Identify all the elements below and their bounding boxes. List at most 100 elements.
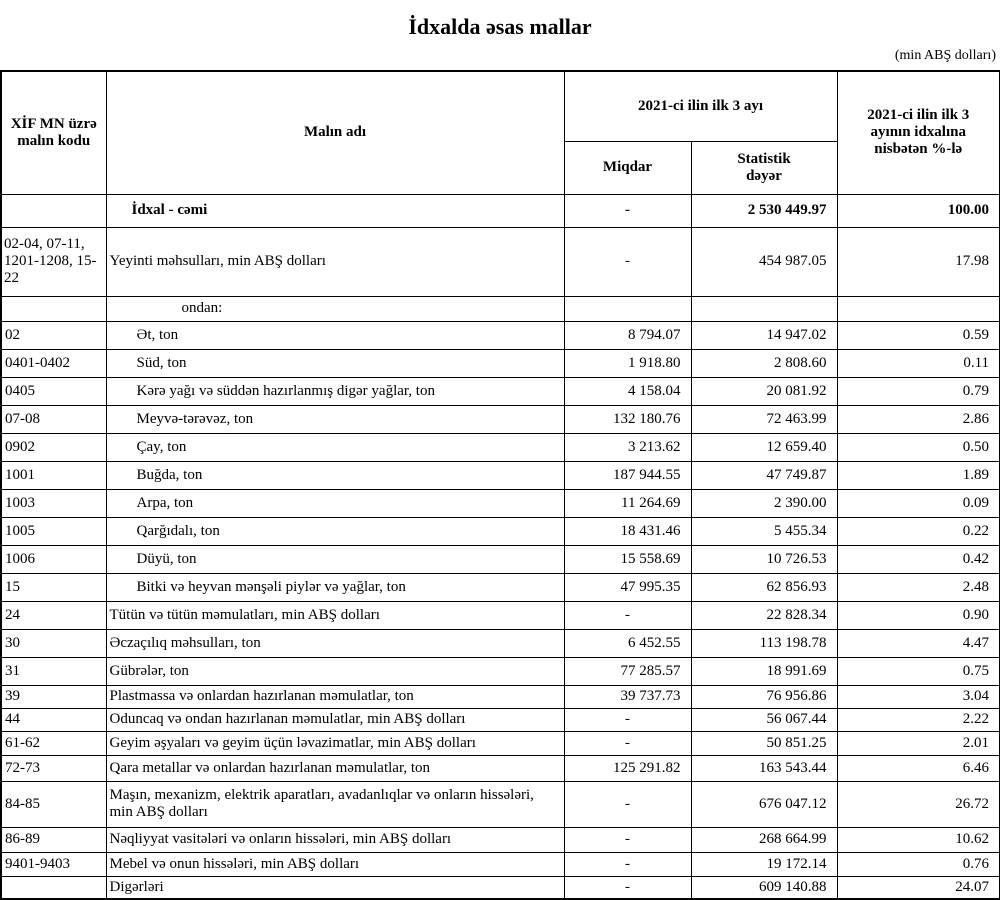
- quantity-cell: -: [563, 707, 692, 732]
- share-cell: 10.62: [836, 826, 1000, 853]
- name-cell: Buğda, ton: [105, 460, 565, 490]
- share-cell: 26.72: [836, 780, 1000, 828]
- header-code: XİF MN üzrə malın kodu: [0, 70, 107, 195]
- value-cell: 609 140.88: [690, 875, 838, 900]
- table-row: 86-89 Nəqliyyat vasitələri və onların his…: [0, 826, 1000, 853]
- share-cell: 0.22: [836, 516, 1000, 546]
- code-cell: 1005: [0, 516, 107, 546]
- code-cell: 15: [0, 572, 107, 602]
- table-row: ondan:: [0, 295, 1000, 322]
- value-cell: 163 543.44: [690, 754, 838, 782]
- table-row: 84-85 Maşın, mexanizm, elektrik aparatlar…: [0, 780, 1000, 828]
- name-cell: İdxal - cəmi: [105, 193, 565, 228]
- value-cell: 20 081.92: [690, 376, 838, 406]
- quantity-cell: -: [563, 226, 692, 297]
- table-row: Digərləri -609 140.88 24.07: [0, 875, 1000, 900]
- value-cell: 19 172.14: [690, 851, 838, 877]
- quantity-cell: 3 213.62: [563, 432, 692, 462]
- code-cell: [0, 295, 107, 322]
- code-cell: 0405: [0, 376, 107, 406]
- table-row: 1003 Arpa, ton 11 264.69 2 390.00 0.09: [0, 488, 1000, 518]
- share-cell: 2.01: [836, 730, 1000, 756]
- share-cell: 0.90: [836, 600, 1000, 630]
- code-cell: 31: [0, 656, 107, 686]
- quantity-cell: -: [563, 600, 692, 630]
- name-cell: Oduncaq və ondan hazırlanan məmulatlar, …: [105, 707, 565, 732]
- name-cell: Düyü, ton: [105, 544, 565, 574]
- quantity-cell: 6 452.55: [563, 628, 692, 658]
- value-cell: 50 851.25: [690, 730, 838, 756]
- quantity-cell: 187 944.55: [563, 460, 692, 490]
- share-cell: 1.89: [836, 460, 1000, 490]
- table-row: İdxal - cəmi -2 530 449.97 100.00: [0, 193, 1000, 228]
- table-row: 07-08 Meyvə-tərəvəz, ton 132 180.76 72 463.…: [0, 404, 1000, 434]
- name-cell: Ət, ton: [105, 320, 565, 350]
- quantity-cell: 1 918.80: [563, 348, 692, 378]
- table-row: 24 Tütün və tütün məmulatları, min ABŞ do…: [0, 600, 1000, 630]
- name-cell: Mebel və onun hissələri, min ABŞ dolları: [105, 851, 565, 877]
- share-cell: 2.48: [836, 572, 1000, 602]
- quantity-cell: 11 264.69: [563, 488, 692, 518]
- name-cell: Çay, ton: [105, 432, 565, 462]
- table-row: 15 Bitki və heyvan mənşəli piylər və yağl…: [0, 572, 1000, 602]
- unit-note: (min ABŞ dolları): [894, 48, 996, 63]
- table-row: 39 Plastmassa və onlardan hazırlanan məmu…: [0, 684, 1000, 709]
- note-cell: ondan:: [105, 295, 565, 322]
- share-cell: 0.42: [836, 544, 1000, 574]
- table-row: 61-62 Geyim əşyaları və geyim üçün ləvazi…: [0, 730, 1000, 756]
- name-cell: Gübrələr, ton: [105, 656, 565, 686]
- quantity-cell: 132 180.76: [563, 404, 692, 434]
- share-cell: 0.50: [836, 432, 1000, 462]
- quantity-cell: 8 794.07: [563, 320, 692, 350]
- code-cell: 86-89: [0, 826, 107, 853]
- share-cell: 0.79: [836, 376, 1000, 406]
- code-cell: 30: [0, 628, 107, 658]
- code-cell: 9401-9403: [0, 851, 107, 877]
- code-cell: 61-62: [0, 730, 107, 756]
- share-cell: 3.04: [836, 684, 1000, 709]
- share-cell: 0.11: [836, 348, 1000, 378]
- code-cell: 07-08: [0, 404, 107, 434]
- header-period: 2021-ci ilin ilk 3 ayı: [563, 70, 838, 142]
- quantity-cell: -: [563, 780, 692, 828]
- quantity-cell: 15 558.69: [563, 544, 692, 574]
- title: İdxalda əsas mallar: [408, 14, 592, 39]
- share-cell: 100.00: [836, 193, 1000, 228]
- header-name: Malın adı: [105, 70, 565, 195]
- value-cell: 18 991.69: [690, 656, 838, 686]
- name-cell: Meyvə-tərəvəz, ton: [105, 404, 565, 434]
- share-cell: 2.22: [836, 707, 1000, 732]
- header-share: 2021-ci ilin ilk 3 ayının idxalına nisbə…: [836, 70, 1000, 195]
- header-quantity: Miqdar: [563, 140, 692, 195]
- value-cell: 10 726.53: [690, 544, 838, 574]
- table-row: 72-73 Qara metallar və onlardan hazırlana…: [0, 754, 1000, 782]
- code-cell: 39: [0, 684, 107, 709]
- code-cell: 44: [0, 707, 107, 732]
- table-row: 9401-9403 Mebel və onun hissələri, min AB…: [0, 851, 1000, 877]
- value-cell: 14 947.02: [690, 320, 838, 350]
- value-cell: 62 856.93: [690, 572, 838, 602]
- quantity-cell: -: [563, 730, 692, 756]
- value-cell: 454 987.05: [690, 226, 838, 297]
- share-cell: 0.09: [836, 488, 1000, 518]
- value-cell: 2 530 449.97: [690, 193, 838, 228]
- value-cell: 676 047.12: [690, 780, 838, 828]
- share-cell: [836, 295, 1000, 322]
- name-cell: Digərləri: [105, 875, 565, 900]
- name-cell: Bitki və heyvan mənşəli piylər və yağlar…: [105, 572, 565, 602]
- table-row: 0405 Kərə yağı və süddən hazırlanmış digə…: [0, 376, 1000, 406]
- code-cell: [0, 193, 107, 228]
- share-cell: 17.98: [836, 226, 1000, 297]
- value-cell: 5 455.34: [690, 516, 838, 546]
- share-cell: 4.47: [836, 628, 1000, 658]
- share-cell: 0.76: [836, 851, 1000, 877]
- value-cell: 56 067.44: [690, 707, 838, 732]
- code-cell: 0401-0402: [0, 348, 107, 378]
- value-cell: 12 659.40: [690, 432, 838, 462]
- quantity-cell: 47 995.35: [563, 572, 692, 602]
- name-cell: Geyim əşyaları və geyim üçün ləvazimatla…: [105, 730, 565, 756]
- value-cell: 76 956.86: [690, 684, 838, 709]
- share-cell: 0.75: [836, 656, 1000, 686]
- code-cell: [0, 875, 107, 900]
